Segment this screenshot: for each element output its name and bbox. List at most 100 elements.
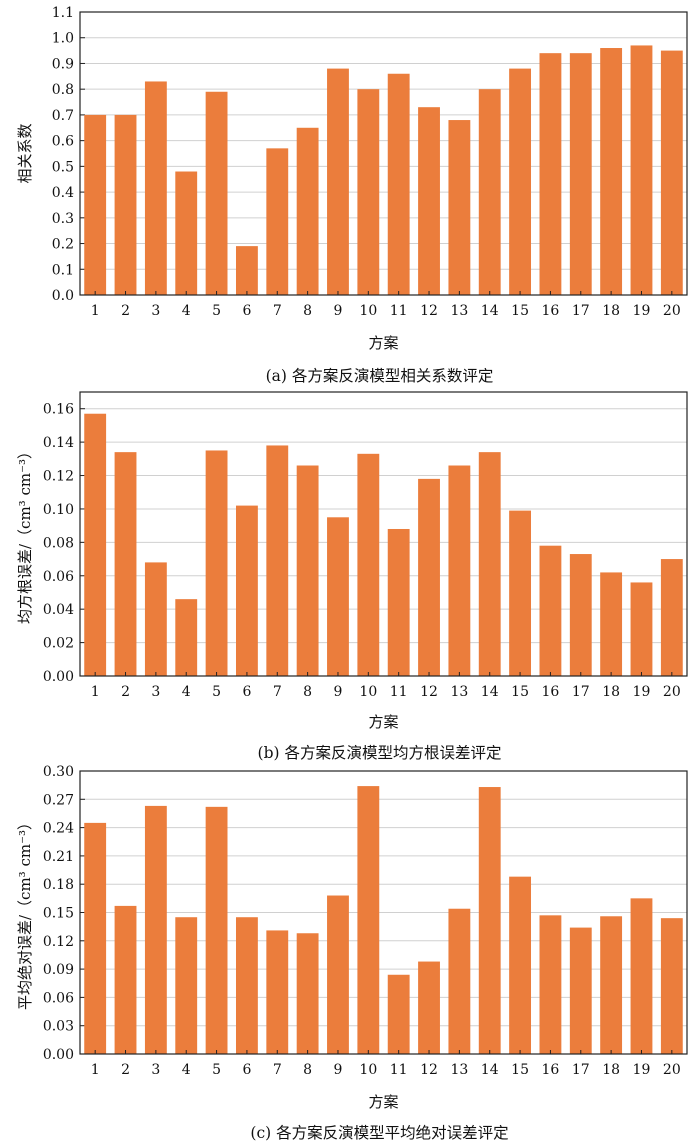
bar — [114, 452, 137, 676]
y-tick-label: 0.04 — [43, 602, 74, 618]
y-tick-label: 0.06 — [43, 569, 74, 585]
bar — [418, 107, 440, 295]
x-tick-label: 20 — [663, 1062, 681, 1078]
x-tick-label: 1 — [91, 1062, 100, 1078]
bar — [478, 89, 501, 295]
y-tick-label: 0.12 — [43, 934, 74, 950]
bar — [235, 246, 258, 295]
x-tick-label: 10 — [359, 303, 377, 319]
x-tick-label: 17 — [572, 1062, 590, 1078]
bar — [84, 822, 107, 1054]
x-tick-label: 2 — [121, 684, 130, 700]
y-tick-label: 0.00 — [43, 1047, 74, 1063]
chart-panel-b: 0.000.020.040.060.080.100.120.140.161 2 3 4… — [16, 391, 688, 762]
x-tick-label: 16 — [542, 303, 560, 319]
x-axis-label: 方案 — [368, 334, 398, 352]
bar — [539, 53, 562, 295]
y-tick-label: 0.15 — [43, 906, 74, 922]
x-tick-label: 6 — [242, 1062, 251, 1078]
plot-frame — [79, 391, 688, 677]
y-axis-label: 均方根误差/（cm³ cm⁻³） — [16, 444, 34, 624]
bar — [509, 68, 532, 295]
bar — [205, 450, 228, 676]
bar — [539, 545, 562, 676]
bar — [387, 974, 410, 1054]
bar — [144, 562, 167, 676]
x-tick-label: 17 — [572, 684, 590, 700]
y-tick-label: 0.21 — [43, 849, 74, 865]
x-tick-label: 5 — [212, 303, 221, 319]
bar — [478, 452, 501, 676]
bar — [235, 505, 258, 676]
x-tick-label: 3 — [151, 684, 160, 700]
bar — [448, 465, 471, 676]
bar — [266, 930, 289, 1054]
plot-frame — [79, 11, 688, 296]
bar — [175, 171, 198, 295]
x-tick-label: 15 — [511, 303, 529, 319]
y-tick-label: 0.10 — [43, 502, 74, 518]
x-tick-label: 16 — [542, 1062, 560, 1078]
bar — [418, 961, 440, 1054]
x-tick-label: 6 — [242, 303, 251, 319]
bar — [539, 915, 562, 1054]
bar — [357, 89, 380, 295]
bar — [630, 45, 653, 296]
y-tick-label: 0.18 — [43, 877, 74, 893]
y-axis-label: 相关系数 — [16, 123, 34, 183]
x-tick-label: 6 — [242, 684, 251, 700]
x-tick-label: 7 — [273, 303, 282, 319]
x-tick-label: 19 — [633, 684, 651, 700]
x-axis-label: 方案 — [368, 713, 398, 731]
bar — [448, 120, 471, 296]
bar — [296, 127, 319, 295]
bar — [600, 572, 623, 676]
chart-caption: (b) 各方案反演模型均方根误差评定 — [258, 744, 502, 762]
x-tick-label: 9 — [334, 303, 343, 319]
y-tick-label: 0.12 — [43, 469, 74, 485]
bar — [114, 114, 137, 295]
bar — [144, 81, 167, 295]
x-tick-label: 13 — [450, 1062, 468, 1078]
bar — [600, 48, 623, 295]
y-tick-label: 1.0 — [52, 31, 74, 47]
y-tick-label: 0.8 — [52, 82, 74, 98]
y-tick-label: 0.08 — [43, 535, 74, 551]
y-axis-label: 平均绝对误差/（cm³ cm⁻³） — [16, 815, 34, 1010]
y-tick-label: 0.30 — [43, 764, 74, 780]
y-tick-label: 0.09 — [43, 962, 74, 978]
bar — [84, 413, 107, 676]
x-tick-label: 17 — [572, 303, 590, 319]
bar — [569, 927, 592, 1054]
x-axis-label: 方案 — [368, 1093, 398, 1111]
x-tick-label: 12 — [420, 1062, 438, 1078]
x-tick-label: 14 — [481, 303, 499, 319]
bar — [235, 917, 258, 1054]
x-tick-label: 18 — [602, 1062, 620, 1078]
y-tick-label: 0.2 — [52, 237, 74, 253]
x-tick-label: 13 — [450, 303, 468, 319]
x-tick-label: 19 — [633, 1062, 651, 1078]
x-tick-label: 9 — [334, 1062, 343, 1078]
x-tick-label: 15 — [511, 684, 529, 700]
x-tick-label: 3 — [151, 1062, 160, 1078]
x-tick-label: 8 — [303, 684, 312, 700]
bar — [205, 806, 228, 1054]
bar — [175, 917, 198, 1054]
x-tick-label: 18 — [602, 684, 620, 700]
x-tick-label: 14 — [481, 684, 499, 700]
x-tick-label: 9 — [334, 684, 343, 700]
bar — [357, 786, 380, 1054]
chart-caption: (c) 各方案反演模型平均绝对误差评定 — [250, 1124, 508, 1142]
y-tick-label: 0.00 — [43, 669, 74, 685]
x-tick-label: 11 — [390, 684, 408, 700]
y-tick-label: 0.24 — [43, 821, 74, 837]
bar — [387, 528, 410, 676]
x-tick-label: 5 — [212, 1062, 221, 1078]
bar — [660, 50, 683, 295]
x-tick-label: 16 — [542, 684, 560, 700]
y-tick-label: 0.6 — [52, 134, 74, 150]
plot-frame — [79, 770, 688, 1055]
